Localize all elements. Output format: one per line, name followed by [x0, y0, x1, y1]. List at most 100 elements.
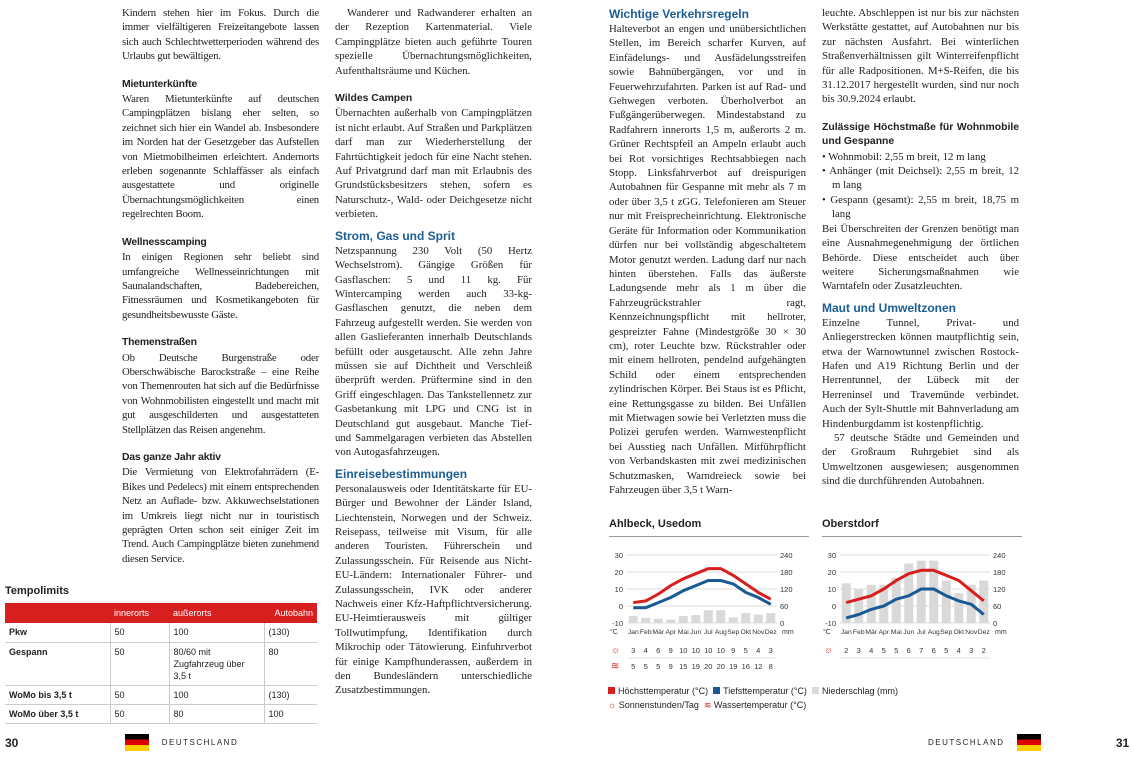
german-flag-icon: [1016, 734, 1041, 752]
table-cell: 100: [168, 623, 264, 643]
y-tick-left: -10: [612, 619, 623, 628]
y-unit-right: mm: [782, 629, 794, 636]
y-tick-right: 240: [993, 551, 1006, 560]
precip-bar: [841, 583, 851, 623]
precip-bar: [666, 619, 676, 623]
water-temp-value: 19: [692, 662, 700, 671]
table-row: WoMo über 3,5 t 50 80 100: [5, 704, 317, 724]
speed-limits-table: Tempolimits innerorts außerorts Autobahn…: [5, 585, 317, 724]
high-temp-line: [845, 568, 985, 605]
header-cell: außerorts: [169, 603, 264, 623]
climate-chart-ahlbeck: Ahlbeck, Usedom 30 240 20 180 10 120 0 60 -10 0 °C…: [609, 518, 809, 677]
section-heading: Wellnesscamping: [122, 236, 207, 248]
x-tick: Jun: [690, 629, 701, 636]
precip-bar: [728, 617, 738, 623]
sun-hours-value: 9: [669, 646, 673, 655]
y-tick-left: 30: [828, 551, 836, 560]
y-tick-right: 0: [993, 619, 997, 628]
chart-title: Oberstdorf: [822, 518, 1022, 537]
precip-bar: [653, 618, 663, 623]
spacer: [822, 107, 1019, 121]
x-tick: Nov: [965, 629, 978, 636]
country-label: DEUTSCHLAND: [928, 738, 1005, 748]
header-cell: Autobahn: [264, 603, 317, 623]
section-heading: Mietunterkünfte: [122, 78, 197, 90]
table-cell: (130): [263, 685, 317, 705]
chart-svg: 30 240 20 180 10 120 0 60 -10 0 °C mm Jan Feb Mär Apr Ma…: [610, 551, 794, 675]
sun-icon: ☼: [608, 700, 617, 710]
section-heading: Das ganze Jahr aktiv: [122, 451, 221, 463]
y-unit-left: °C: [823, 628, 831, 636]
sun-icon: ☼: [824, 645, 833, 656]
x-tick: Dez: [765, 629, 778, 636]
paragraph: Netzspannung 230 Volt (50 Hertz Wechsels…: [335, 244, 532, 459]
section-heading: Maut und Umweltzonen: [822, 300, 956, 315]
x-tick: Sep: [940, 629, 952, 636]
x-tick: Aug: [715, 629, 727, 636]
x-tick: Jan: [628, 629, 639, 636]
sun-hours-value: 2: [844, 646, 848, 655]
precip-bar: [979, 580, 989, 623]
paragraph: 57 deutsche Städte und Gemeinden und der…: [822, 431, 1019, 488]
sun-hours-value: 3: [631, 646, 635, 655]
y-tick-right: 60: [993, 602, 1001, 611]
precip-bar: [954, 593, 964, 623]
sun-hours-value: 5: [944, 646, 948, 655]
sun-hours-value: 2: [982, 646, 986, 655]
y-tick-right: 0: [780, 619, 784, 628]
water-temp-value: 20: [717, 662, 725, 671]
water-temp-value: 19: [729, 662, 737, 671]
x-tick: Apr: [878, 629, 889, 636]
paragraph: Halteverbot an engen und unübersichtlich…: [609, 23, 806, 496]
table-cell: 50: [109, 623, 169, 643]
precip-bar: [691, 615, 701, 623]
table-cell: 80: [263, 642, 317, 686]
x-tick: Dez: [978, 629, 991, 636]
list-item: • Gespann (gesamt): 2,55 m breit, 18,75 …: [822, 193, 1019, 221]
paragraph: Waren Mietunterkünfte auf deutschen Camp…: [122, 93, 319, 221]
section-heading: Wichtige Verkehrsregeln: [609, 7, 749, 21]
x-tick: Nov: [752, 629, 765, 636]
sun-hours-value: 5: [894, 646, 898, 655]
header-cell: [5, 603, 110, 623]
paragraph: leuchte. Abschleppen ist nur bis zur näc…: [822, 7, 1019, 106]
left-column-2: Wanderer und Radwanderer erhalten an der…: [335, 6, 532, 698]
german-flag-icon: [125, 734, 150, 752]
water-temp-value: 5: [644, 662, 648, 671]
table-cell: 50: [109, 685, 169, 705]
low-temp-line: [845, 587, 985, 620]
precip-bar: [866, 584, 876, 623]
sun-hours-value: 4: [644, 646, 648, 655]
precip-bar: [628, 615, 638, 623]
paragraph: Die Vermietung von Elektrofahrrädern (E-…: [122, 466, 319, 565]
y-tick-right: 60: [780, 602, 788, 611]
paragraph: Einzelne Tunnel, Privat- und Anliegerstr…: [822, 316, 1019, 430]
country-label: DEUTSCHLAND: [161, 738, 239, 748]
table-cell: 100: [263, 704, 317, 724]
sun-hours-value: 3: [857, 646, 861, 655]
precip-bar: [741, 613, 751, 623]
y-unit-left: °C: [610, 628, 618, 636]
precip-bar: [904, 563, 914, 623]
sun-hours-value: 3: [969, 646, 973, 655]
water-temp-value: 5: [656, 662, 660, 671]
spacer: [122, 322, 319, 336]
sun-hours-value: 6: [907, 646, 911, 655]
sun-hours-value: 10: [704, 646, 712, 655]
table-cell: 50: [109, 642, 169, 686]
paragraph: Kindern stehen hier im Fokus. Durch die …: [122, 7, 319, 63]
list-item: • Anhänger (mit Deichsel): 2,55 m breit,…: [822, 165, 1019, 192]
y-tick-right: 180: [993, 568, 1006, 577]
x-tick: Jun: [903, 629, 914, 636]
page-number: 31: [1115, 735, 1130, 750]
x-tick: Mai: [678, 629, 689, 636]
y-tick-right: 120: [993, 585, 1006, 594]
sun-hours-value: 10: [717, 646, 725, 655]
table-cell: WoMo bis 3,5 t: [5, 685, 110, 705]
y-tick-right: 120: [780, 585, 793, 594]
low-temp-line: [633, 579, 772, 610]
spacer: [335, 78, 532, 92]
paragraph: Personalausweis oder Identitätskarte für…: [335, 482, 532, 697]
sun-hours-value: 7: [919, 646, 923, 655]
section-heading: Themenstraßen: [122, 337, 197, 349]
